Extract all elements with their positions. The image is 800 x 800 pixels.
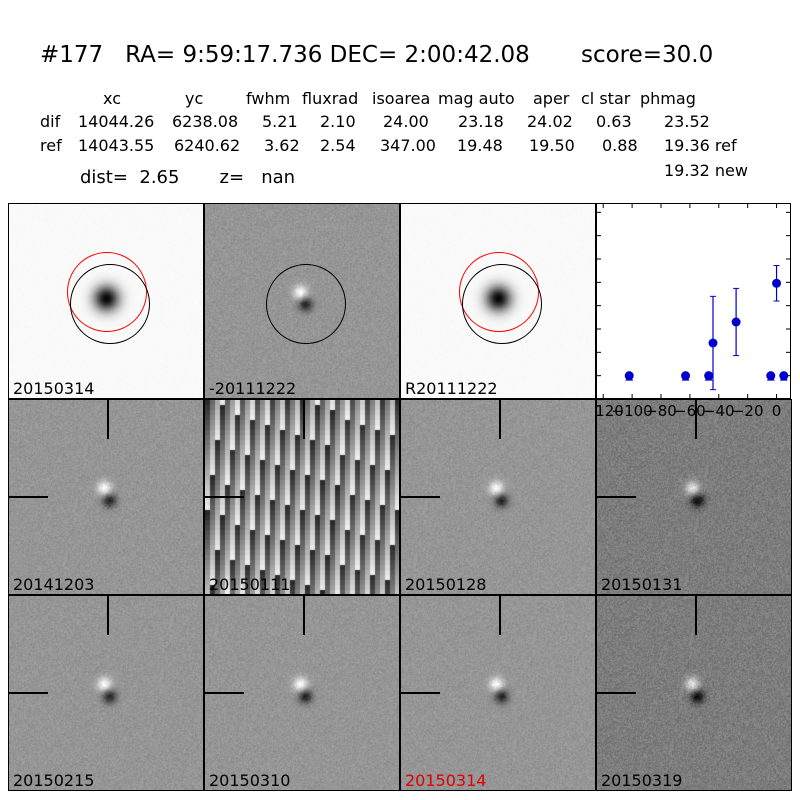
stamp-date-label: 20141203 [13, 575, 95, 594]
light-curve-plot: 22.022.523.023.524.024.525.025.526.0−120… [596, 203, 791, 420]
stamp-panel: 20150314 [400, 595, 596, 791]
stamp-date-label: 20150314 [405, 771, 487, 790]
stamp-date-label: 20150310 [209, 771, 291, 790]
detection-circle [462, 264, 542, 344]
row-value: 0.88 [602, 136, 638, 155]
row-value: 2.54 [320, 136, 356, 155]
crosshair-vertical [303, 400, 305, 439]
row-value: 23.18 [458, 112, 504, 131]
detection-circle [266, 264, 346, 344]
row-value: 6238.08 [172, 112, 239, 131]
column-header: phmag [640, 89, 696, 108]
stamp-date-label: 20150131 [601, 575, 683, 594]
data-point [624, 371, 634, 381]
crosshair-horizontal [597, 496, 636, 498]
row-value: 6240.62 [174, 136, 241, 155]
plot-frame [596, 203, 791, 399]
crosshair-vertical [303, 596, 305, 635]
stamp-panel: 20141203 [8, 399, 204, 595]
stamp-panel: 20150319 [596, 595, 792, 791]
row-value: 19.50 [529, 136, 575, 155]
column-header: aper [533, 89, 570, 108]
stamp-date-label: 20150128 [405, 575, 487, 594]
column-header: xc [103, 89, 121, 108]
column-header: cl star [581, 89, 631, 108]
data-point [731, 317, 741, 327]
stamp-panel: 20150111 [204, 399, 400, 595]
row-value: 14044.26 [78, 112, 155, 131]
row-value: 23.52 [664, 112, 710, 131]
crosshair-horizontal [401, 496, 440, 498]
stamp-date-label: -20111222 [209, 379, 297, 398]
phmag-new: 19.32 new [664, 161, 748, 180]
stamp-date-label: R20111222 [405, 379, 498, 398]
stamp-panel: 20150131 [596, 399, 792, 595]
stamp-panel: 20150314 [8, 203, 204, 399]
column-header: mag auto [438, 89, 515, 108]
candidate-title: #177 RA= 9:59:17.736 DEC= 2:00:42.08 sco… [40, 42, 714, 68]
crosshair-horizontal [401, 692, 440, 694]
data-point [704, 371, 714, 381]
row-value: 19.48 [457, 136, 503, 155]
crosshair-vertical [107, 596, 109, 635]
data-point [766, 371, 776, 381]
x-tick-label: −80 [645, 402, 677, 420]
x-tick-label: −100 [612, 402, 653, 420]
stamp-panel: R20111222 [400, 203, 596, 399]
row-value: 347.00 [380, 136, 436, 155]
column-header: fluxrad [302, 89, 359, 108]
crosshair-vertical [107, 400, 109, 439]
column-header: yc [185, 89, 204, 108]
crosshair-vertical [499, 596, 501, 635]
stamp-date-label: 20150215 [13, 771, 95, 790]
dist-line: dist= 2.65 z= nan [80, 167, 296, 188]
data-point [708, 338, 718, 348]
crosshair-vertical [695, 400, 697, 439]
row-label: dif [40, 112, 61, 131]
x-tick-label: −40 [703, 402, 735, 420]
stamp-panel: 20150215 [8, 595, 204, 791]
stamp-panel: 20150128 [400, 399, 596, 595]
data-point [772, 278, 782, 288]
row-value: 3.62 [264, 136, 300, 155]
x-tick-label: −20 [732, 402, 764, 420]
column-header: fwhm [246, 89, 291, 108]
stamp-panel: 20150310 [204, 595, 400, 791]
crosshair-horizontal [597, 692, 636, 694]
stamp-date-label: 20150111 [209, 575, 291, 594]
x-tick-label: −60 [674, 402, 706, 420]
row-value: 2.10 [320, 112, 356, 131]
column-header: isoarea [372, 89, 431, 108]
crosshair-horizontal [205, 692, 244, 694]
row-value: 14043.55 [78, 136, 155, 155]
stamp-date-label: 20150314 [13, 379, 95, 398]
detection-circle [70, 264, 150, 344]
data-point [681, 371, 691, 381]
row-value: 19.36 ref [664, 136, 737, 155]
row-value: 24.00 [383, 112, 429, 131]
x-tick-label: −120 [596, 402, 624, 420]
crosshair-vertical [695, 596, 697, 635]
stamp-panel: -20111222 [204, 203, 400, 399]
crosshair-horizontal [205, 496, 244, 498]
x-tick-label: 0 [772, 402, 782, 420]
row-value: 0.63 [596, 112, 632, 131]
crosshair-vertical [499, 400, 501, 439]
row-value: 5.21 [262, 112, 298, 131]
row-label: ref [40, 136, 62, 155]
crosshair-horizontal [9, 692, 48, 694]
data-point [779, 371, 789, 381]
stamp-date-label: 20150319 [601, 771, 683, 790]
row-value: 24.02 [527, 112, 573, 131]
crosshair-horizontal [9, 496, 48, 498]
